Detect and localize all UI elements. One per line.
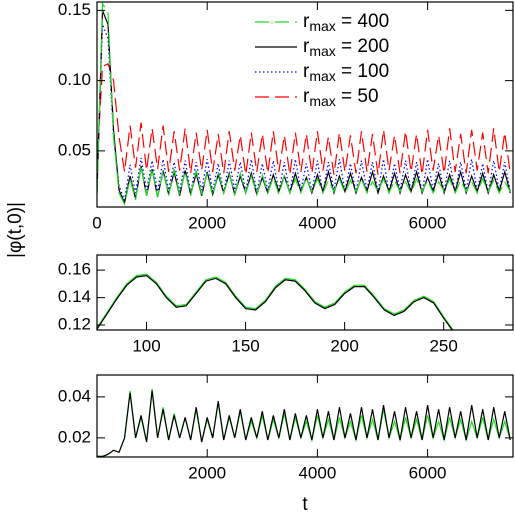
y-tick-label: 0.12 — [58, 315, 91, 334]
legend-label-part: = 50 — [336, 86, 379, 107]
series-line — [97, 274, 453, 330]
legend-label-part: = 200 — [336, 36, 389, 57]
legend-label: rmax = 400 — [303, 11, 389, 34]
x-tick-label: 4000 — [298, 463, 336, 482]
x-axis-label: t — [302, 494, 308, 515]
legend-label: rmax = 100 — [303, 61, 389, 84]
legend-label-part: r — [303, 36, 310, 57]
x-tick-label: 2000 — [188, 463, 226, 482]
legend-label-part: r — [303, 86, 310, 107]
series-line — [97, 390, 511, 457]
x-tick-label: 6000 — [409, 213, 447, 232]
legend-label-part: = 400 — [336, 11, 389, 32]
legend-label-part: max — [309, 43, 335, 59]
plot-area — [97, 2, 511, 206]
y-tick-label: 0.14 — [58, 287, 91, 306]
x-tick-label: 6000 — [409, 463, 447, 482]
y-tick-label: 0.10 — [58, 70, 91, 89]
y-tick-label: 0.04 — [58, 386, 91, 405]
legend-label-part: = 100 — [336, 61, 389, 82]
x-tick-label: 100 — [132, 336, 160, 355]
x-tick-label: 200 — [330, 336, 358, 355]
y-tick-label: 0.16 — [58, 260, 91, 279]
legend-label: rmax = 50 — [303, 86, 379, 109]
series-line — [97, 273, 454, 330]
legend-label-part: r — [303, 61, 310, 82]
legend-label-part: max — [309, 68, 335, 84]
plot-frame — [96, 254, 514, 331]
legend-label-part: r — [303, 11, 310, 32]
x-tick-label: 150 — [231, 336, 259, 355]
x-tick-label: 250 — [429, 336, 457, 355]
x-tick-label: 4000 — [298, 213, 336, 232]
legend-label-part: max — [309, 93, 335, 109]
series-line — [97, 62, 511, 175]
legend-label: rmax = 200 — [303, 36, 389, 59]
y-axis-label: |φ(t,0)| — [5, 202, 26, 258]
plot-frame — [96, 1, 514, 208]
y-tick-label: 0.15 — [58, 0, 91, 19]
plot-area — [97, 273, 454, 330]
x-tick-label: 2000 — [188, 213, 226, 232]
plot-area — [97, 388, 511, 457]
y-tick-label: 0.05 — [58, 140, 91, 159]
series-line — [97, 2, 511, 206]
plot-frame — [96, 374, 514, 458]
series-line — [97, 388, 511, 457]
x-tick-label: 0 — [92, 213, 101, 232]
legend-label-part: max — [309, 18, 335, 34]
y-tick-label: 0.02 — [58, 427, 91, 446]
